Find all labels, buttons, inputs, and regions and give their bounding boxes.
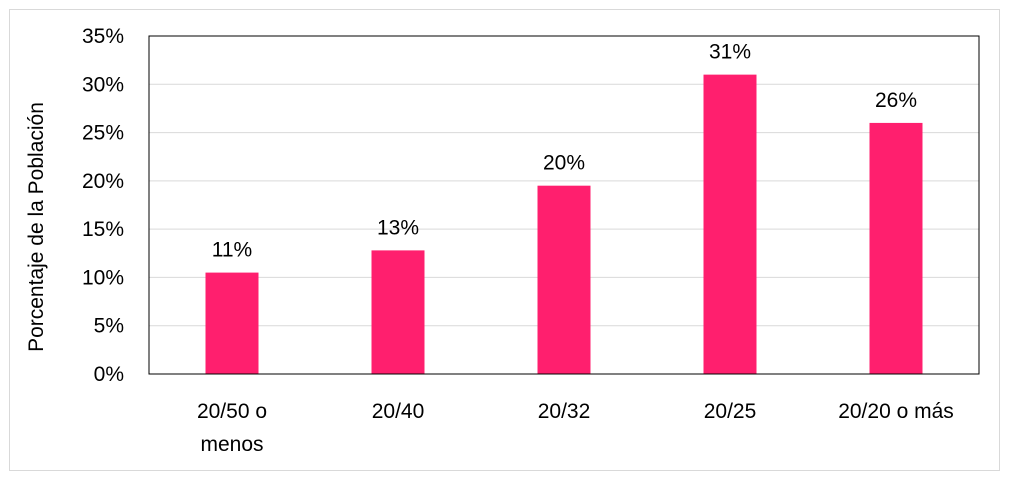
y-axis-ticks: 0% 5% 10% 15% 20% 25% 30% 35% bbox=[82, 25, 124, 386]
gridlines bbox=[149, 83, 979, 327]
data-labels: 11% 13% 20% 31% 26% bbox=[212, 41, 917, 262]
y-axis-label: Porcentaje de la Población bbox=[25, 102, 48, 352]
x-category-label: 20/50 o menos bbox=[197, 400, 267, 456]
data-label: 26% bbox=[875, 89, 917, 112]
bar bbox=[371, 250, 425, 374]
x-category-label: 20/40 bbox=[372, 400, 425, 423]
chart-frame bbox=[9, 9, 1000, 471]
bar bbox=[703, 74, 757, 374]
y-tick-label: 5% bbox=[94, 315, 124, 338]
data-label: 11% bbox=[212, 239, 252, 262]
y-tick-label: 10% bbox=[82, 266, 124, 289]
data-label: 13% bbox=[377, 216, 419, 239]
y-tick-label: 25% bbox=[82, 122, 124, 145]
y-tick-label: 15% bbox=[82, 218, 124, 241]
y-tick-label: 30% bbox=[82, 73, 124, 96]
y-tick-label: 20% bbox=[82, 170, 124, 193]
x-category-label: 20/32 bbox=[538, 400, 591, 423]
plot-area-border bbox=[148, 35, 980, 375]
bars bbox=[205, 74, 923, 375]
bar bbox=[537, 185, 591, 374]
bar bbox=[869, 122, 923, 375]
data-label: 20% bbox=[543, 152, 585, 175]
data-label: 31% bbox=[709, 41, 751, 64]
y-tick-label: 35% bbox=[82, 25, 124, 48]
x-category-label: 20/20 o más bbox=[838, 400, 954, 423]
bar bbox=[205, 272, 259, 374]
x-axis-categories: 20/50 o menos 20/40 20/32 20/25 20/20 o más bbox=[197, 400, 954, 456]
y-tick-label: 0% bbox=[94, 363, 124, 386]
x-category-label: 20/25 bbox=[704, 400, 757, 423]
